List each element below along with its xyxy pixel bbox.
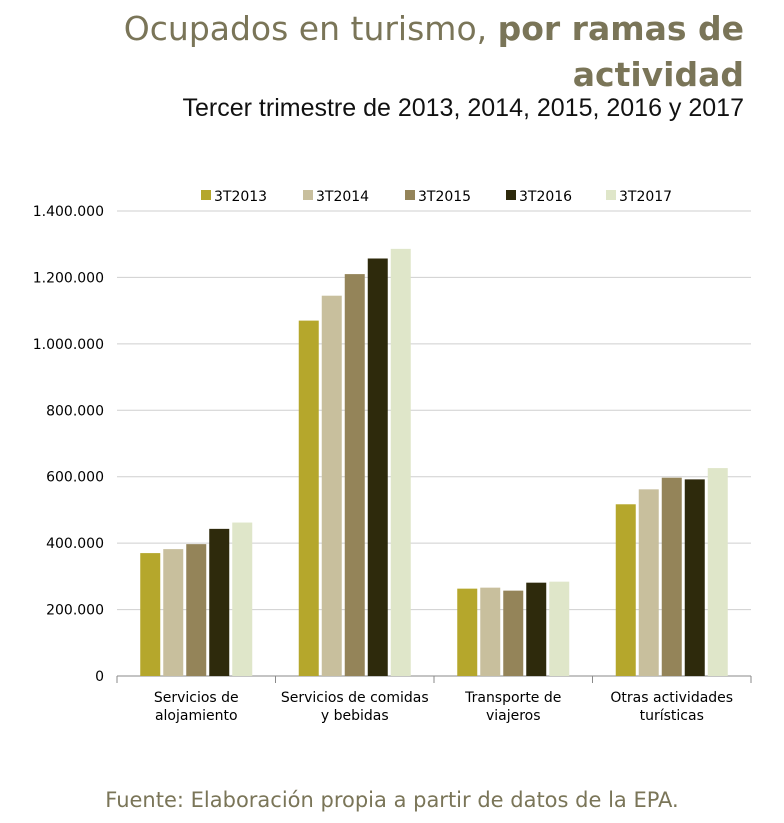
bar-3T2014-0 (163, 549, 184, 676)
bar-3T2013-1 (298, 320, 319, 676)
chart-title: Ocupados en turismo, por ramas de activi… (44, 6, 744, 98)
y-tick-label: 0 (95, 669, 104, 685)
y-tick-label: 1.400.000 (33, 204, 104, 220)
legend-swatch-3T2014 (303, 190, 313, 200)
legend-label-3T2017: 3T2017 (619, 189, 672, 205)
bar-3T2015-1 (344, 274, 365, 676)
y-tick-label: 800.000 (46, 403, 104, 419)
bar-3T2017-0 (232, 522, 253, 676)
chart-title-line-2: actividad (44, 52, 744, 98)
bar-3T2017-3 (707, 468, 728, 676)
legend-swatch-3T2013 (201, 190, 211, 200)
chart-title-normal: Ocupados en turismo, (123, 9, 498, 48)
y-tick-label: 200.000 (46, 603, 104, 619)
bar-3T2016-3 (684, 479, 705, 676)
chart-title-bold-1: por ramas de (497, 9, 744, 48)
legend-label-3T2015: 3T2015 (418, 189, 471, 205)
chart-title-bold-2: actividad (572, 55, 744, 94)
bar-3T2016-2 (526, 582, 547, 676)
legend-label-3T2014: 3T2014 (316, 189, 369, 205)
y-tick-label: 1.200.000 (33, 270, 104, 286)
bar-3T2016-0 (209, 528, 230, 676)
source-note: Fuente: Elaboración propia a partir de d… (105, 788, 679, 812)
legend-swatch-3T2017 (606, 190, 616, 200)
chart-title-line-1: Ocupados en turismo, por ramas de (44, 6, 744, 52)
x-tick-label: viajeros (486, 708, 541, 724)
x-tick-label: Servicios de comidas (281, 690, 429, 706)
bar-3T2017-1 (390, 248, 411, 676)
chart-subtitle: Tercer trimestre de 2013, 2014, 2015, 20… (182, 94, 744, 122)
y-tick-label: 1.000.000 (33, 337, 104, 353)
bar-3T2013-3 (615, 504, 636, 676)
bar-3T2017-2 (549, 581, 570, 676)
y-tick-label: 400.000 (46, 536, 104, 552)
bar-3T2015-2 (503, 590, 524, 676)
legend-swatch-3T2015 (405, 190, 415, 200)
x-tick-label: Servicios de (154, 690, 239, 706)
legend-swatch-3T2016 (506, 190, 516, 200)
x-tick-label: y bebidas (321, 708, 389, 724)
x-tick-label: alojamiento (155, 708, 238, 724)
bar-3T2015-3 (661, 477, 682, 676)
bar-3T2013-2 (457, 588, 478, 676)
bar-3T2013-0 (140, 553, 161, 676)
legend-label-3T2013: 3T2013 (214, 189, 267, 205)
bar-3T2016-1 (367, 258, 388, 676)
bar-3T2015-0 (186, 544, 207, 676)
y-tick-label: 600.000 (46, 470, 104, 486)
bar-3T2014-3 (638, 489, 659, 676)
x-tick-label: Transporte de (464, 690, 561, 706)
x-tick-label: turísticas (640, 708, 704, 724)
bar-3T2014-2 (480, 587, 501, 676)
bar-3T2014-1 (321, 295, 342, 676)
legend-label-3T2016: 3T2016 (519, 189, 572, 205)
x-tick-label: Otras actividades (610, 690, 733, 706)
